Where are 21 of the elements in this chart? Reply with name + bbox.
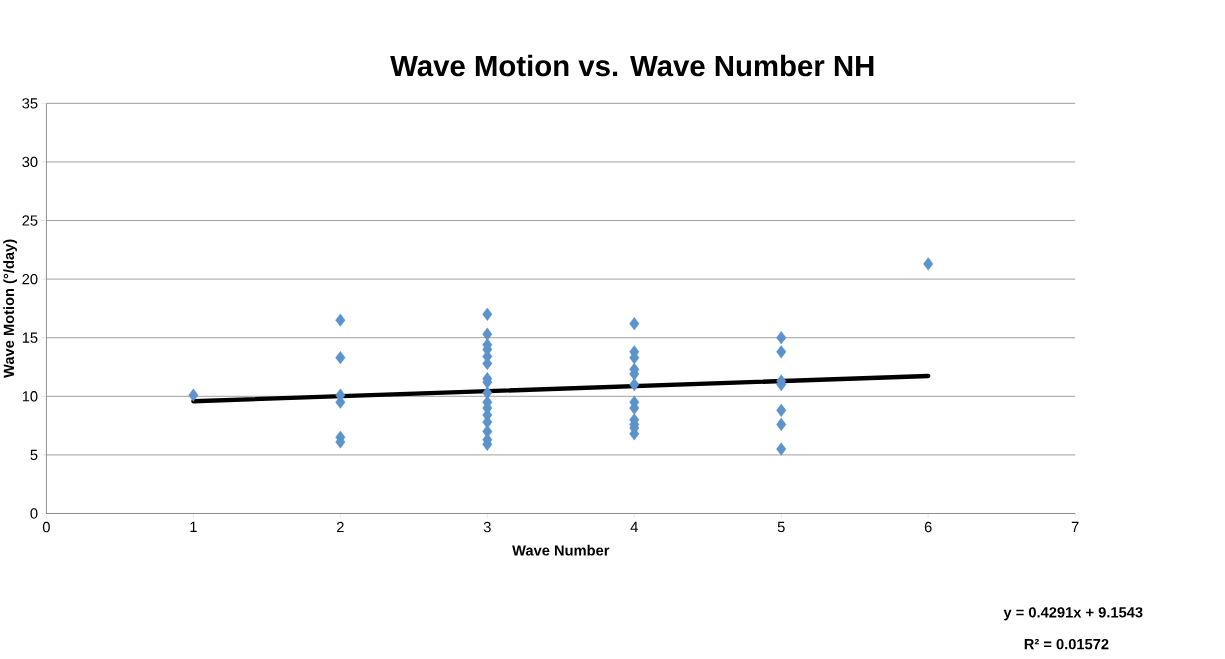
y-tick-label: 35 — [22, 98, 38, 109]
y-tick-label: 30 — [22, 156, 38, 168]
text: R² = 0.01572 — [1024, 639, 1109, 650]
x-tick-label: 0 — [42, 521, 50, 533]
y-tick-label: 15 — [22, 332, 38, 343]
x-tick-label: 1 — [190, 521, 197, 533]
chart-title: Wave Motion vs. Wave Number NH — [390, 54, 874, 77]
y-tick-label: 5 — [30, 449, 38, 461]
text: y = 0.4291x + 9.1543 — [1003, 607, 1143, 621]
y-axis-title: Wave Motion (°/day) — [3, 239, 17, 379]
x-tick-label: 4 — [630, 521, 638, 533]
y-tick-label: 10 — [22, 391, 38, 402]
y-tick-label: 0 — [30, 508, 38, 519]
x-tick-label: 3 — [483, 521, 491, 533]
y-tick-label: 25 — [22, 215, 38, 226]
y-tick-label: 20 — [22, 274, 38, 285]
x-tick-label: 2 — [336, 521, 344, 533]
x-tick-label: 7 — [1071, 521, 1079, 533]
x-tick-label: 5 — [777, 521, 785, 533]
x-tick-label: 6 — [924, 521, 932, 533]
x-axis-title: Wave Number — [512, 544, 610, 556]
